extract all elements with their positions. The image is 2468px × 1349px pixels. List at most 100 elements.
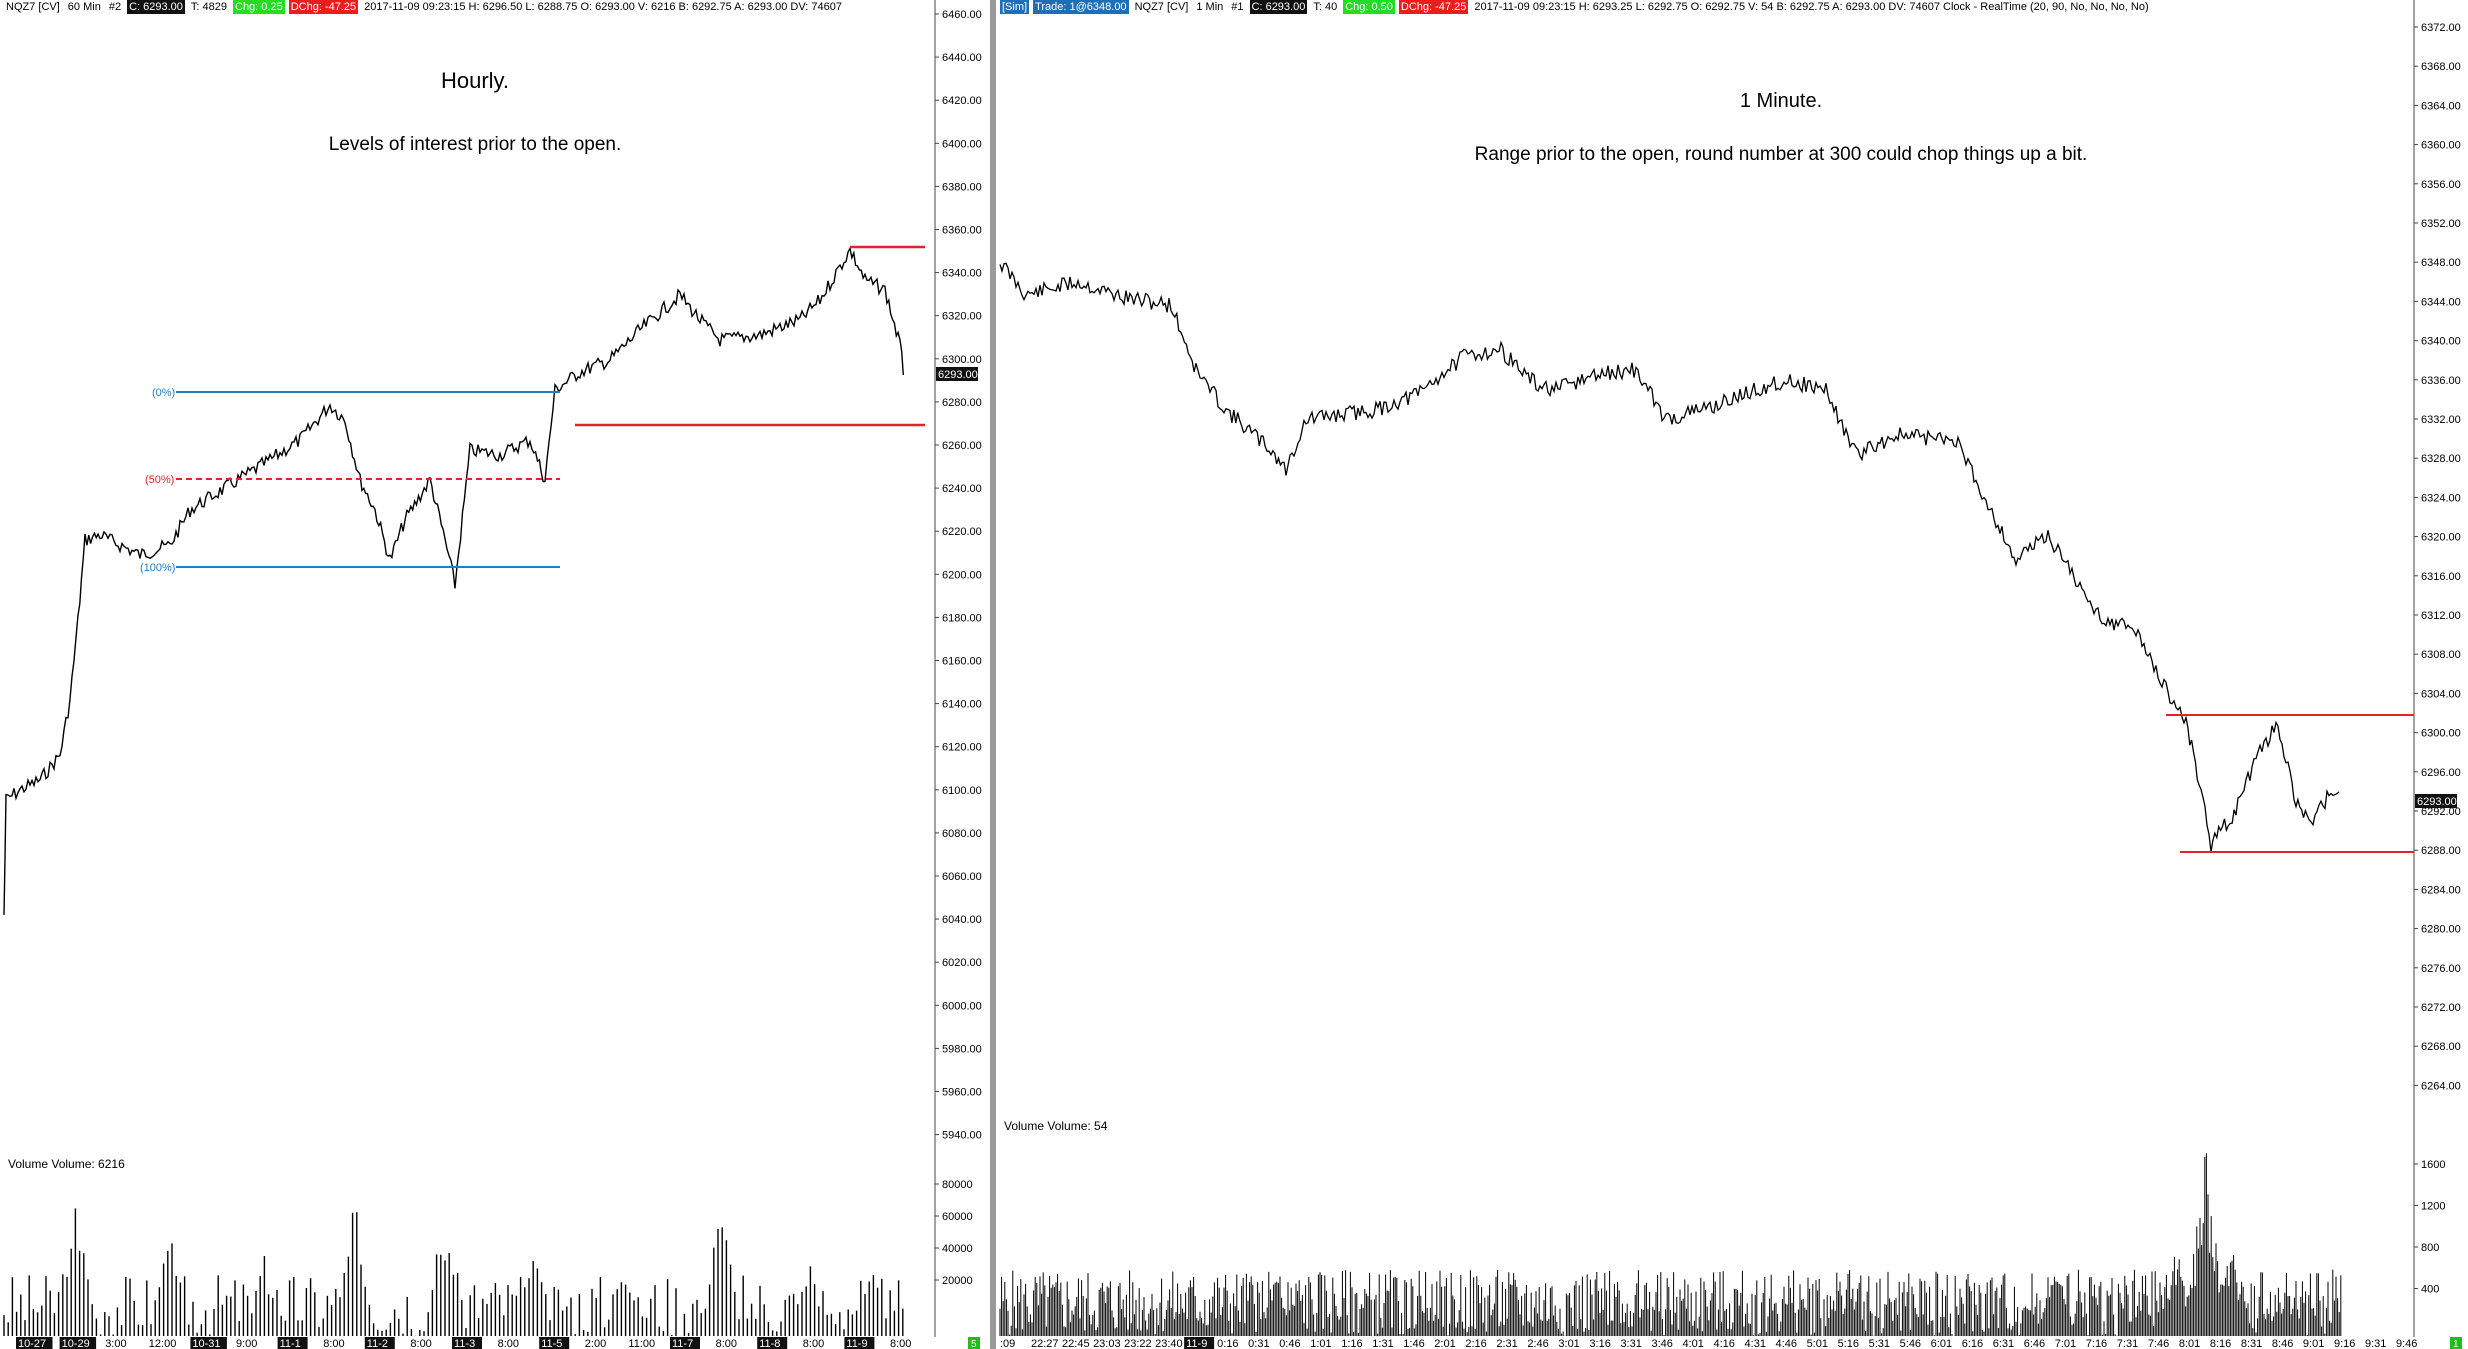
hourly-chart-pane[interactable]: NQZ7 [CV] 60 Min #2 C: 6293.00 T: 4829 C… [0, 0, 990, 1349]
minute-volume-bars [999, 1153, 2342, 1336]
time-tick-label: 22:27 [1031, 1338, 1059, 1349]
chart-number: #2 [108, 1, 122, 13]
time-tick-label: 8:00 [498, 1338, 519, 1349]
time-tick-label: 0:16 [1217, 1338, 1238, 1349]
pane-divider[interactable] [990, 0, 996, 1349]
price-tick-label: 5940.00 [942, 1130, 982, 1142]
time-tick-label: 9:31 [2365, 1338, 2386, 1349]
minute-price-plot[interactable]: 6372.00 6368.00 6364.00 6360.00 6356.00 6352.… [996, 0, 2468, 1349]
time-tick-label: 6:01 [1931, 1338, 1952, 1349]
minute-price-bars [999, 262, 2340, 853]
price-tick-label: 5960.00 [942, 1087, 982, 1099]
price-tick-label: 6360.00 [2421, 140, 2461, 152]
price-tick-label: 6280.00 [942, 397, 982, 409]
ticks-label: T: 40 [1313, 1, 1338, 13]
symbol-label: NQZ7 [CV] [6, 1, 60, 13]
price-tick-label: 6324.00 [2421, 492, 2461, 504]
hourly-price-plot[interactable]: 6460.00 6440.00 6420.00 6400.00 6380.00 6360.… [0, 0, 990, 1349]
last-price-tag [936, 367, 978, 381]
price-tick-label: 6304.00 [2421, 688, 2461, 700]
time-tick-label: 6:31 [1993, 1338, 2014, 1349]
time-tick-label: 9:46 [2396, 1338, 2417, 1349]
time-tick-label: 5:16 [1838, 1338, 1859, 1349]
time-tick-label: 0:31 [1248, 1338, 1269, 1349]
time-tick-label: 0:46 [1279, 1338, 1300, 1349]
time-tick-label: 1:01 [1310, 1338, 1331, 1349]
corner-badge [2450, 1337, 2462, 1349]
price-tick-label: 6280.00 [2421, 924, 2461, 936]
price-tick-label: 6312.00 [2421, 610, 2461, 622]
time-tick-label: 23:03 [1093, 1338, 1121, 1349]
time-tick-label: 23:22 [1124, 1338, 1152, 1349]
close-badge: C: 6293.00 [127, 0, 185, 14]
price-tick-label: 6308.00 [2421, 649, 2461, 661]
chart-title: 1 Minute. [1739, 90, 1823, 112]
time-tick-label: 11-1 [280, 1338, 301, 1349]
time-tick-label: 8:01 [2179, 1338, 2200, 1349]
price-tick-label: 6368.00 [2421, 61, 2461, 73]
volume-tick-label: 800 [2421, 1242, 2439, 1254]
time-tick-label: 3:16 [1589, 1338, 1610, 1349]
time-tick-label: 3:46 [1651, 1338, 1672, 1349]
time-tick-label: 2:31 [1496, 1338, 1517, 1349]
daily-change-badge: DChg: -47.25 [1398, 0, 1469, 14]
trade-badge: Trade: 1@6348.00 [1033, 0, 1129, 14]
time-tick-label: 8:46 [2272, 1338, 2293, 1349]
price-tick-label: 6020.00 [942, 957, 982, 969]
time-tick-label: 4:16 [1714, 1338, 1735, 1349]
price-tick-label: 6180.00 [942, 612, 982, 624]
price-tick-label: 6400.00 [942, 138, 982, 150]
price-tick-label: 6276.00 [2421, 963, 2461, 975]
change-badge: Chg: 0.25 [233, 0, 285, 14]
close-badge: C: 6293.00 [1249, 0, 1308, 14]
time-tick-label: 3:00 [105, 1338, 126, 1349]
time-tick-label: :09 [1000, 1338, 1015, 1349]
time-axis: 10-27 10-29 3:00 12:00 10-31 9:00 11-1 8:00 11-2… [16, 1337, 911, 1349]
time-tick-label: 8:00 [803, 1338, 824, 1349]
time-tick-label: 7:31 [2117, 1338, 2138, 1349]
price-tick-label: 6340.00 [942, 268, 982, 280]
time-tick-label: 11-5 [541, 1338, 562, 1349]
price-axis: 6372.00 6368.00 6364.00 6360.00 6356.00 6352.… [2414, 22, 2461, 1092]
price-tick-label: 6344.00 [2421, 296, 2461, 308]
time-tick-label: 2:16 [1465, 1338, 1486, 1349]
time-tick-label: 8:00 [890, 1338, 911, 1349]
price-tick-label: 6160.00 [942, 656, 982, 668]
time-tick-label: 6:46 [2024, 1338, 2045, 1349]
price-tick-label: 6292.00 [2421, 806, 2461, 818]
time-tick-label: 9:01 [2303, 1338, 2324, 1349]
price-tick-label: 6120.00 [942, 742, 982, 754]
ticks-label: T: 4829 [190, 1, 227, 13]
one-minute-chart-pane[interactable]: [Sim] Trade: 1@6348.00 NQZ7 [CV] 1 Min #… [996, 0, 2468, 1349]
price-tick-label: 6140.00 [942, 699, 982, 711]
price-tick-label: 6356.00 [2421, 179, 2461, 191]
time-tick-label: 11-9 [1186, 1338, 1207, 1349]
volume-tick-label: 400 [2421, 1284, 2439, 1296]
bar-info: 2017-11-09 09:23:15 H: 6296.50 L: 6288.7… [364, 1, 843, 13]
bar-info: 2017-11-09 09:23:15 H: 6293.25 L: 6292.7… [1474, 1, 2149, 13]
last-price-value: 6293.00 [938, 369, 978, 381]
time-tick-label: 5:31 [1869, 1338, 1890, 1349]
time-tick-label: 10-31 [192, 1338, 220, 1349]
time-tick-label: 22:45 [1062, 1338, 1090, 1349]
symbol-label: NQZ7 [CV] [1134, 1, 1189, 13]
price-tick-label: 6364.00 [2421, 100, 2461, 112]
hourly-price-bars [3, 246, 904, 915]
time-tick-label: 8:31 [2241, 1338, 2262, 1349]
time-tick-label: 9:00 [236, 1338, 257, 1349]
fib-100-label: (100%) [140, 562, 175, 574]
time-tick-label: 1:46 [1403, 1338, 1424, 1349]
sim-badge: [Sim] [1000, 0, 1030, 14]
time-tick-label: 5:01 [1807, 1338, 1828, 1349]
time-axis: :09 22:27 22:45 23:03 23:22 23:40 11-9 0:16 0:31… [1000, 1337, 2417, 1349]
time-tick-label: 6:16 [1962, 1338, 1983, 1349]
price-tick-label: 6336.00 [2421, 375, 2461, 387]
time-axis-bar [0, 1337, 990, 1349]
time-tick-label: 10-27 [18, 1338, 46, 1349]
price-tick-label: 6320.00 [2421, 532, 2461, 544]
price-tick-label: 6300.00 [942, 354, 982, 366]
chart-number: #1 [1231, 1, 1244, 13]
price-tick-label: 6080.00 [942, 828, 982, 840]
corner-badge-text: 5 [971, 1339, 977, 1349]
time-tick-label: 7:01 [2055, 1338, 2076, 1349]
